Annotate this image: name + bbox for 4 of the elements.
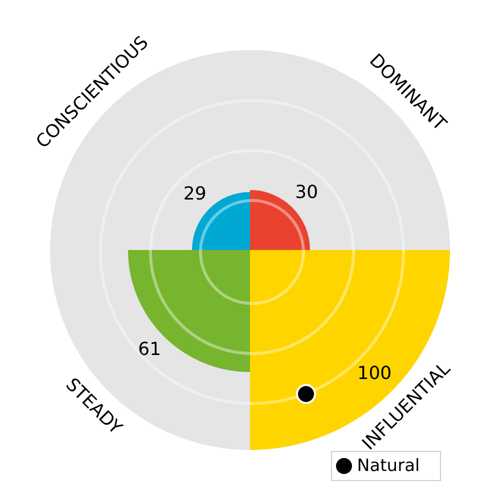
data-label: 30 bbox=[295, 182, 318, 204]
data-label: 29 bbox=[183, 184, 206, 205]
data-label: 61 bbox=[138, 339, 162, 360]
text: Natural bbox=[357, 456, 420, 476]
